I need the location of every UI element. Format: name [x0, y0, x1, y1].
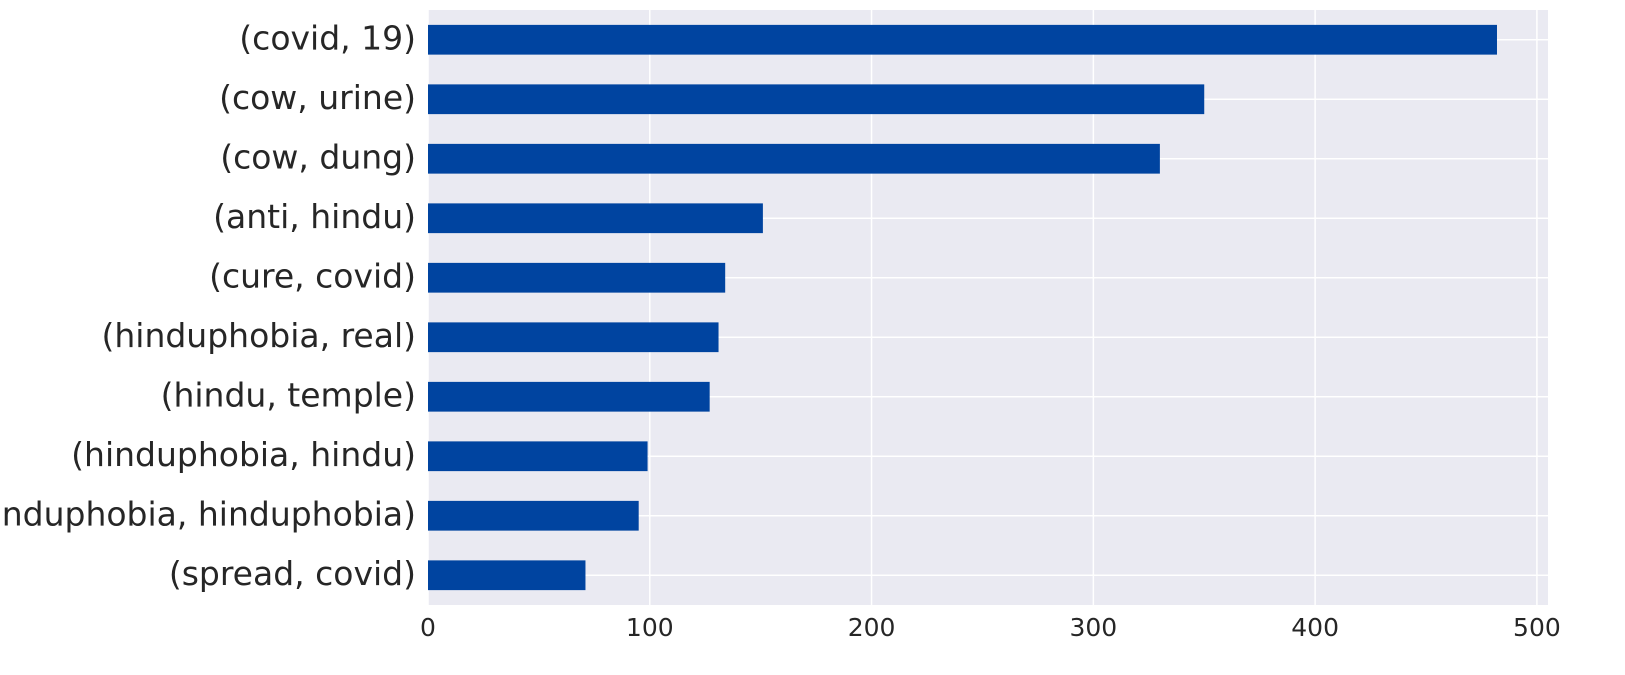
x-tick-label: 300 [1069, 613, 1117, 642]
x-tick-label: 0 [420, 613, 436, 642]
x-tick-label: 200 [848, 613, 896, 642]
y-tick-label: (anti, hindu) [213, 197, 416, 236]
bar [428, 560, 586, 591]
y-tick-label: (cow, urine) [219, 78, 416, 117]
y-tick-label: (hindu, temple) [161, 375, 416, 414]
y-tick-label: (hinduphobia, hindu) [71, 435, 416, 474]
bar [428, 441, 648, 472]
bar [428, 84, 1205, 115]
bar [428, 322, 719, 353]
bar [428, 381, 710, 412]
y-tick-label: (spread, covid) [169, 554, 416, 593]
y-tick-label: (hinduphobia, real) [101, 316, 416, 355]
x-tick-label: 400 [1291, 613, 1339, 642]
bar [428, 500, 639, 531]
bar [428, 143, 1160, 174]
y-tick-label: (covid, 19) [239, 18, 416, 57]
y-tick-label: (cow, dung) [220, 137, 416, 176]
x-tick-label: 500 [1513, 613, 1561, 642]
bar [428, 24, 1497, 55]
bar [428, 203, 763, 234]
y-tick-label: (hinduphobia, hinduphobia) [0, 494, 416, 533]
bar [428, 262, 726, 293]
x-tick-label: 100 [626, 613, 674, 642]
y-tick-label: (cure, covid) [209, 256, 416, 295]
